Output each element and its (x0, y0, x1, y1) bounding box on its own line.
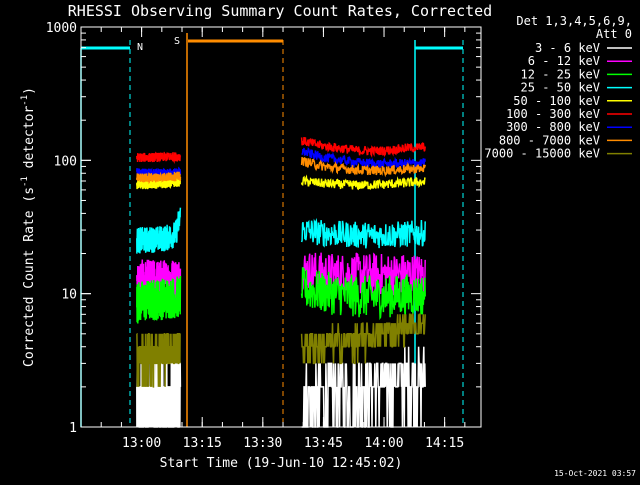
series-8-segment-1 (300, 313, 426, 365)
x-tick-label: 13:00 (122, 436, 161, 451)
x-tick-label: 13:15 (183, 436, 222, 451)
series-5-segment-0 (136, 151, 182, 164)
legend-header-line-1: Det 1,3,4,5,6,9, (516, 14, 632, 28)
saa-annotation-label: S (174, 36, 180, 47)
y-tick-label: 1000 (46, 21, 77, 36)
series-5-segment-1 (300, 136, 426, 158)
y-tick-label: 10 (61, 288, 77, 303)
series-2-segment-0 (136, 275, 182, 324)
generation-timestamp: 15-Oct-2021 03:57 (554, 469, 636, 478)
x-tick-label: 13:30 (243, 436, 282, 451)
legend-label-0: 3 - 6 keV (535, 41, 600, 55)
legend-label-5: 100 - 300 keV (506, 107, 600, 121)
legend-header-line-2: Att 0 (596, 27, 632, 41)
series-8-segment-0 (136, 333, 181, 388)
legend-label-4: 50 - 100 keV (513, 94, 600, 108)
series-0-segment-1 (301, 346, 426, 428)
plot-border (80, 26, 482, 428)
y-tick-label: 1 (69, 421, 77, 436)
plot-frame (80, 26, 482, 428)
x-tick-label: 14:00 (364, 436, 403, 451)
x-axis: 13:00 13:15 13:30 13:45 14:00 14:15 (80, 27, 466, 451)
series-3-segment-0 (136, 207, 182, 254)
legend-label-6: 300 - 800 keV (506, 120, 600, 134)
legend-label-7: 800 - 7000 keV (499, 133, 600, 147)
night-annotation-label: N (137, 42, 143, 53)
y-axis: 1 10 100 1000 (46, 21, 481, 436)
series-3-segment-1 (300, 217, 426, 249)
series-2-segment-1 (300, 266, 426, 321)
y-tick-label: 100 (54, 154, 77, 169)
x-tick-label: 14:15 (425, 436, 464, 451)
legend-label-3: 25 - 50 keV (521, 81, 600, 95)
series-4-segment-1 (300, 174, 426, 191)
legend-label-1: 6 - 12 keV (528, 54, 600, 68)
legend-label-8: 7000 - 15000 keV (484, 147, 600, 161)
y-axis-label: Corrected Count Rate (s-1 detector-1) (20, 87, 37, 367)
series-lines (136, 136, 426, 428)
chart-title: RHESSI Observing Summary Count Rates, Co… (68, 2, 492, 20)
series-6-segment-1 (301, 146, 426, 170)
x-tick-label: 13:45 (304, 436, 343, 451)
legend-label-2: 12 - 25 keV (521, 67, 600, 81)
series-7-segment-1 (300, 156, 426, 178)
series-7-segment-0 (136, 171, 182, 185)
x-axis-label: Start Time (19-Jun-10 12:45:02) (160, 456, 403, 471)
